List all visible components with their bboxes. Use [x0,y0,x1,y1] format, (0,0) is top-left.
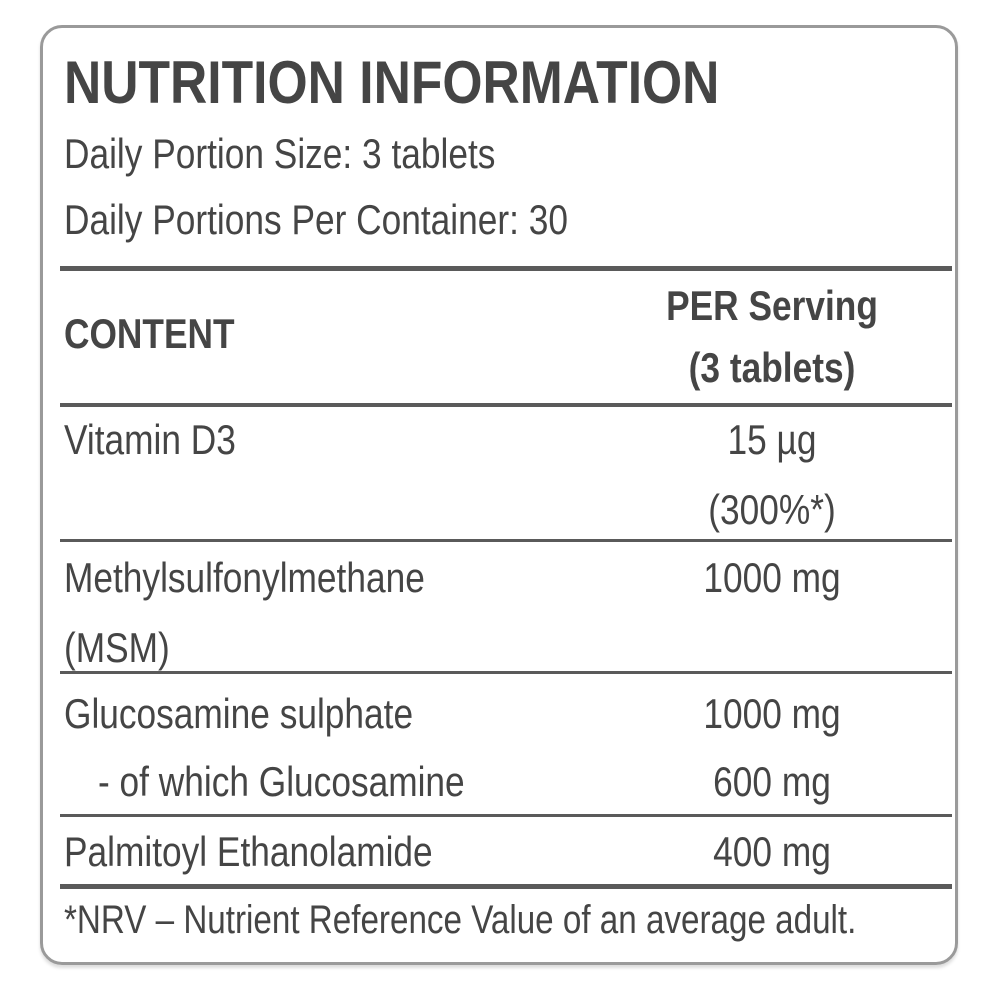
header-per-serving: PER Serving [666,282,878,329]
row-name: Palmitoyl Ethanolamide [64,828,433,875]
portion-size: Daily Portion Size: 3 tablets [64,130,496,177]
divider [60,403,952,407]
row-name-line2: (MSM) [64,624,170,671]
divider [60,671,952,674]
row-name: Methylsulfonylmethane [64,554,425,601]
header-content: CONTENT [64,310,235,357]
header-per-serving-tablets: (3 tablets) [688,344,856,391]
row-name: Vitamin D3 [64,416,236,463]
row-value: 1000 mg [703,690,841,737]
row-sub-value: 600 mg [713,758,831,805]
row-value: 15 µg [727,416,817,463]
portions-per-container: Daily Portions Per Container: 30 [64,196,568,243]
row-name: Glucosamine sulphate [64,690,414,737]
footnote: *NRV – Nutrient Reference Value of an av… [64,898,857,942]
divider [60,814,952,817]
divider [60,539,952,542]
divider [60,884,952,889]
label-border [40,25,958,965]
row-value: 400 mg [713,828,831,875]
page-title: NUTRITION INFORMATION [64,49,720,116]
row-sub-name: - of which Glucosamine [98,758,465,805]
row-value: 1000 mg [703,554,841,601]
row-nrv: (300%*) [708,486,836,533]
divider [60,266,952,271]
